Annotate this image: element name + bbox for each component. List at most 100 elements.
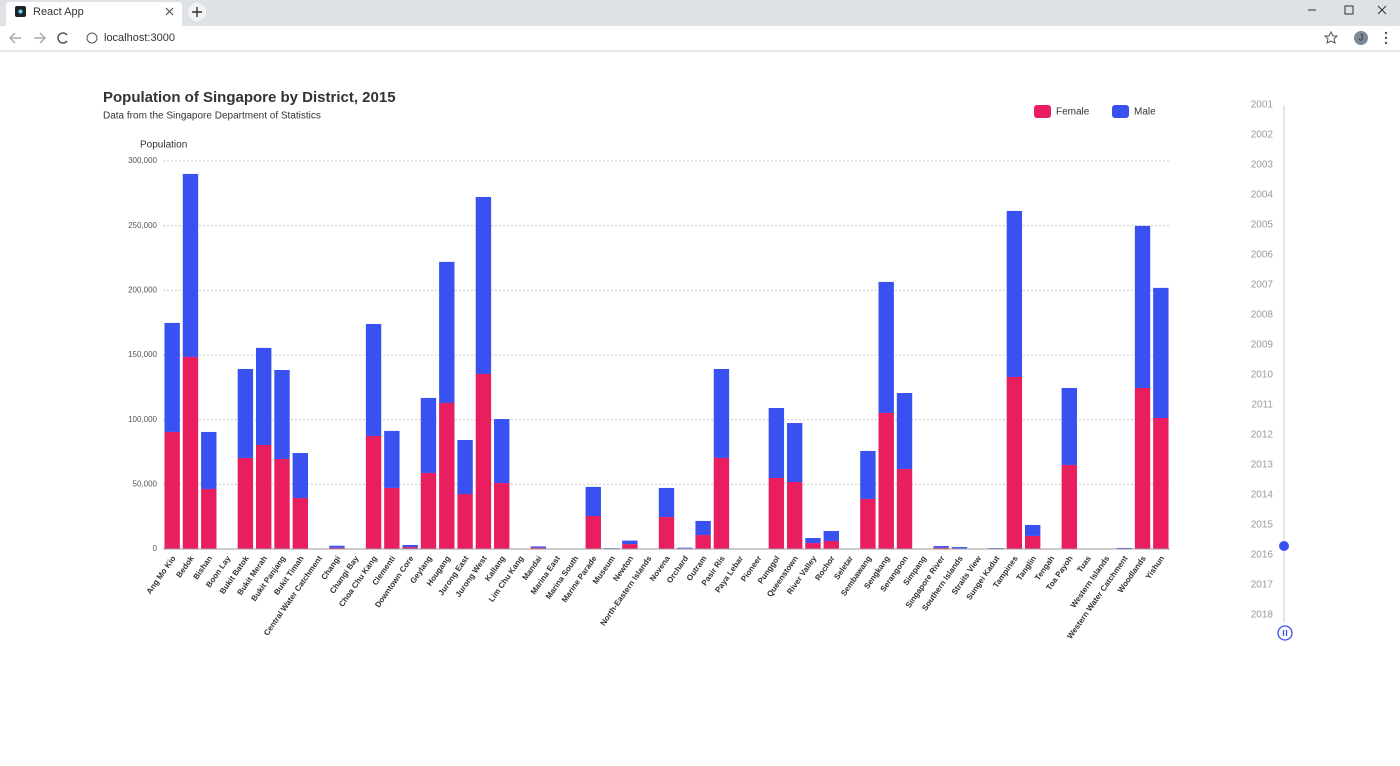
bar-segment: [695, 520, 711, 536]
profile-avatar[interactable]: [1354, 31, 1368, 45]
timeline-year: 2011: [1251, 400, 1273, 411]
bar-segment: [695, 535, 711, 549]
bar-segment: [805, 538, 821, 544]
bar-segment: [530, 547, 547, 549]
timeline-year: 2010: [1251, 370, 1274, 381]
menu-dot[interactable]: [1384, 41, 1388, 45]
close-window[interactable]: [1377, 5, 1387, 15]
legend-swatch: [1034, 105, 1051, 118]
pause-button[interactable]: [1277, 625, 1293, 641]
tab-strip: [0, 0, 1400, 26]
bar-segment: [1006, 210, 1023, 377]
bar-segment: [585, 486, 601, 517]
bar-segment: [658, 517, 675, 549]
back-button[interactable]: [8, 32, 21, 44]
tab-close[interactable]: [165, 7, 174, 16]
timeline-year: 2005: [1251, 220, 1274, 231]
y-axis-label: Population: [140, 140, 187, 151]
bar-segment: [182, 173, 199, 357]
bar-segment: [805, 543, 821, 549]
timeline-year: 2001: [1251, 100, 1274, 111]
bar-segment: [896, 393, 913, 469]
bar-segment: [1153, 417, 1169, 549]
timeline-year: 2017: [1251, 580, 1274, 591]
bar-segment: [1024, 524, 1041, 536]
bar-segment: [475, 196, 492, 375]
bar-segment: [475, 374, 492, 549]
bar-segment: [164, 431, 180, 549]
bar-segment: [896, 468, 913, 549]
x-tick-label: Yishun: [1144, 554, 1167, 581]
bar-segment: [420, 472, 437, 549]
bar-segment: [237, 368, 254, 458]
menu-dot[interactable]: [1384, 31, 1388, 35]
bar-segment: [823, 540, 839, 549]
bar-segment: [1006, 376, 1023, 549]
bar-segment: [622, 540, 638, 545]
tab-title: React App: [33, 6, 84, 18]
timeline-year: 2018: [1251, 610, 1274, 621]
bar-segment: [768, 408, 785, 478]
bar-segment: [933, 547, 949, 549]
timeline-year: 2015: [1251, 520, 1274, 531]
bar-segment: [494, 419, 510, 484]
bar-segment: [1116, 547, 1132, 549]
bar-segment: [420, 397, 437, 473]
timeline-handle[interactable]: [1279, 541, 1289, 551]
bar-segment: [201, 488, 217, 549]
y-tick-label: 100,000: [128, 415, 157, 424]
bar-segment: [365, 323, 382, 436]
bar-segment: [585, 516, 601, 549]
timeline-year: 2002: [1251, 130, 1274, 141]
y-tick-label: 250,000: [128, 221, 157, 230]
y-tick-label: 300,000: [128, 156, 157, 165]
bar-segment: [713, 457, 730, 549]
address-bar[interactable]: [78, 28, 1348, 48]
bar-segment: [256, 347, 272, 446]
menu-dot[interactable]: [1384, 36, 1388, 40]
bar-segment: [384, 487, 400, 549]
x-tick-label: Ang Mo Kio: [145, 554, 178, 596]
reload-button[interactable]: [57, 32, 68, 44]
bar-segment: [365, 435, 382, 549]
bar-segment: [402, 544, 418, 548]
timeline-year: 2009: [1251, 340, 1274, 351]
site-info[interactable]: [86, 32, 98, 44]
bar-segment: [1134, 387, 1151, 549]
pause-icon: [1282, 630, 1288, 636]
forward-button[interactable]: [34, 32, 47, 44]
maximize[interactable]: [1344, 5, 1354, 15]
bar-segment: [494, 483, 510, 549]
bar-segment: [823, 531, 839, 541]
bar-segment: [457, 439, 473, 495]
chart-title: Population of Singapore by District, 201…: [103, 89, 396, 106]
y-tick-label: 0: [153, 544, 158, 553]
legend-swatch: [1112, 105, 1129, 118]
bar-segment: [860, 498, 876, 549]
bar-segment: [439, 261, 455, 403]
bar-segment: [329, 547, 345, 549]
bar-segment: [768, 477, 785, 549]
address-text[interactable]: localhost:3000: [104, 32, 175, 44]
tab[interactable]: [6, 2, 182, 26]
bar-segment: [164, 322, 180, 432]
bar-segment: [182, 356, 199, 549]
bookmark-star[interactable]: [1323, 30, 1339, 44]
bar-segment: [677, 547, 693, 549]
bar-segment: [786, 482, 803, 549]
bar-segment: [658, 487, 675, 518]
timeline-year: 2007: [1251, 280, 1274, 291]
legend-label: Female: [1056, 107, 1090, 118]
timeline-year: 2004: [1251, 190, 1274, 201]
bar-segment: [1061, 387, 1077, 465]
bar-segment: [457, 494, 473, 549]
bar-segment: [988, 548, 1004, 549]
bar-segment: [713, 368, 730, 458]
bar-segment: [439, 402, 455, 549]
bar-segment: [201, 431, 217, 489]
bar-segment: [402, 547, 418, 549]
bar-segment: [530, 546, 547, 548]
y-tick-label: 150,000: [128, 350, 157, 359]
legend-label: Male: [1134, 107, 1156, 118]
